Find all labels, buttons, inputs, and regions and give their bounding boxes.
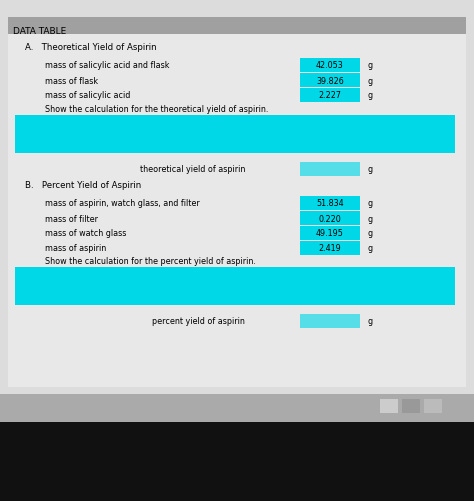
Text: g: g bbox=[368, 165, 373, 174]
FancyBboxPatch shape bbox=[15, 116, 455, 154]
Text: g: g bbox=[368, 317, 373, 326]
Text: g: g bbox=[368, 91, 373, 100]
Text: g: g bbox=[368, 62, 373, 70]
Text: 39.826: 39.826 bbox=[316, 76, 344, 85]
Text: 42.053: 42.053 bbox=[316, 62, 344, 70]
FancyBboxPatch shape bbox=[300, 163, 360, 177]
Text: DATA TABLE: DATA TABLE bbox=[13, 27, 66, 36]
Text: mass of watch glass: mass of watch glass bbox=[45, 229, 127, 238]
Text: B.   Percent Yield of Aspirin: B. Percent Yield of Aspirin bbox=[25, 180, 141, 189]
FancyBboxPatch shape bbox=[8, 18, 466, 387]
FancyBboxPatch shape bbox=[300, 226, 360, 240]
Text: Show the calculation for the percent yield of aspirin.: Show the calculation for the percent yie… bbox=[45, 256, 256, 265]
Text: 2.227: 2.227 bbox=[319, 91, 341, 100]
Text: mass of salicylic acid and flask: mass of salicylic acid and flask bbox=[45, 62, 170, 70]
Text: g: g bbox=[368, 214, 373, 223]
Text: g: g bbox=[368, 244, 373, 253]
FancyBboxPatch shape bbox=[402, 399, 420, 413]
Text: 49.195: 49.195 bbox=[316, 229, 344, 238]
Text: A.   Theoretical Yield of Aspirin: A. Theoretical Yield of Aspirin bbox=[25, 43, 156, 52]
FancyBboxPatch shape bbox=[300, 241, 360, 256]
FancyBboxPatch shape bbox=[424, 399, 442, 413]
Text: g: g bbox=[368, 229, 373, 238]
Text: theoretical yield of aspirin: theoretical yield of aspirin bbox=[140, 165, 245, 174]
Text: mass of aspirin: mass of aspirin bbox=[45, 244, 106, 253]
FancyBboxPatch shape bbox=[300, 74, 360, 88]
Text: mass of salicylic acid: mass of salicylic acid bbox=[45, 91, 130, 100]
Text: percent yield of aspirin: percent yield of aspirin bbox=[152, 317, 245, 326]
Text: mass of flask: mass of flask bbox=[45, 76, 98, 85]
Text: 0.220: 0.220 bbox=[319, 214, 341, 223]
Text: mass of filter: mass of filter bbox=[45, 214, 98, 223]
FancyBboxPatch shape bbox=[300, 59, 360, 73]
FancyBboxPatch shape bbox=[380, 399, 398, 413]
FancyBboxPatch shape bbox=[300, 196, 360, 210]
Text: g: g bbox=[368, 76, 373, 85]
FancyBboxPatch shape bbox=[300, 89, 360, 103]
FancyBboxPatch shape bbox=[300, 211, 360, 225]
Text: g: g bbox=[368, 199, 373, 208]
FancyBboxPatch shape bbox=[15, 268, 455, 306]
FancyBboxPatch shape bbox=[0, 0, 474, 394]
FancyBboxPatch shape bbox=[0, 394, 474, 422]
FancyBboxPatch shape bbox=[300, 314, 360, 328]
Text: 2.419: 2.419 bbox=[319, 244, 341, 253]
Text: Show the calculation for the theoretical yield of aspirin.: Show the calculation for the theoretical… bbox=[45, 104, 268, 113]
FancyBboxPatch shape bbox=[8, 18, 466, 35]
Text: 51.834: 51.834 bbox=[316, 199, 344, 208]
Text: mass of aspirin, watch glass, and filter: mass of aspirin, watch glass, and filter bbox=[45, 199, 200, 208]
FancyBboxPatch shape bbox=[0, 422, 474, 501]
